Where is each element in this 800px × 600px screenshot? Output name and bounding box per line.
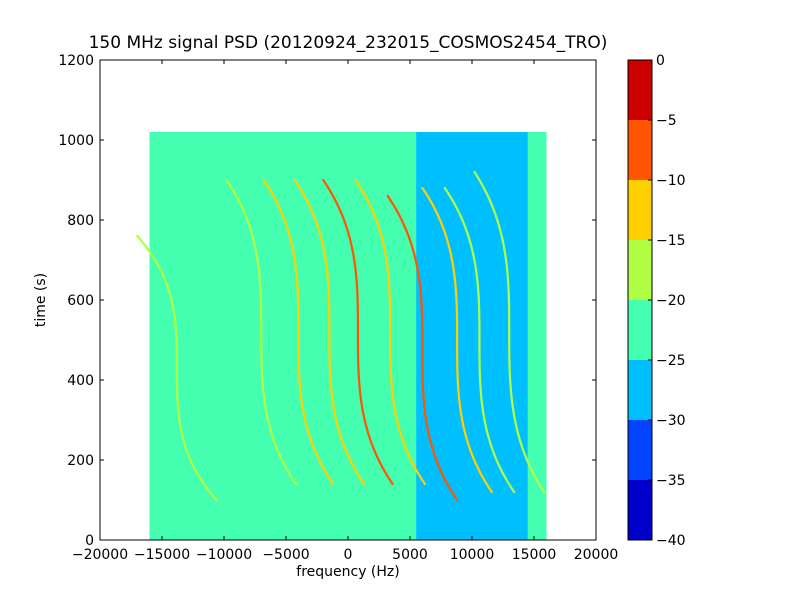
colorbar-band bbox=[628, 180, 652, 240]
doppler-trace bbox=[225, 178, 298, 486]
doppler-trace bbox=[386, 194, 459, 502]
colorbar-tick-label: −10 bbox=[656, 173, 686, 189]
doppler-trace bbox=[136, 234, 218, 502]
colorbar-band bbox=[628, 120, 652, 180]
x-tick-label: 5000 bbox=[392, 547, 428, 563]
colorbar-tick-label: −40 bbox=[656, 533, 686, 549]
doppler-trace bbox=[354, 178, 426, 486]
y-tick-label: 200 bbox=[67, 453, 94, 469]
x-tick-label: −10000 bbox=[196, 547, 252, 563]
y-axis: 0 200 400 600 800 1000 1200 bbox=[58, 53, 596, 549]
colorbar-band bbox=[628, 240, 652, 300]
colorbar-tick-label: −25 bbox=[656, 353, 686, 369]
psd-region bbox=[149, 132, 237, 540]
doppler-trace bbox=[443, 186, 516, 494]
colorbar-tick-label: −5 bbox=[656, 113, 677, 129]
colorbar: 0 −5 −10 −15 −20 −25 −30 −35 −40 bbox=[627, 53, 686, 549]
doppler-trace bbox=[473, 170, 546, 494]
colorbar-band bbox=[628, 360, 652, 420]
colorbar-band bbox=[628, 300, 652, 360]
colorbar-tick-label: −35 bbox=[656, 473, 686, 489]
x-tick-label: 20000 bbox=[574, 547, 619, 563]
psd-heatmap bbox=[136, 132, 547, 540]
y-tick-label: 0 bbox=[85, 533, 94, 549]
x-axis-label: frequency (Hz) bbox=[296, 564, 399, 580]
x-tick-label: 0 bbox=[344, 547, 353, 563]
colorbar-tick-label: −15 bbox=[656, 233, 686, 249]
doppler-trace bbox=[262, 178, 335, 486]
y-tick-label: 1000 bbox=[58, 133, 94, 149]
colorbar-tick-label: −30 bbox=[656, 413, 686, 429]
x-axis: −20000 −15000 −10000 −5000 0 5000 10000 15000 20… bbox=[72, 60, 618, 563]
x-tick-label: 10000 bbox=[450, 547, 495, 563]
colorbar-band bbox=[628, 60, 652, 120]
doppler-trace bbox=[421, 186, 493, 494]
y-tick-label: 1200 bbox=[58, 53, 94, 69]
x-tick-label: −5000 bbox=[262, 547, 309, 563]
y-axis-label: time (s) bbox=[33, 273, 49, 327]
colorbar-band bbox=[628, 420, 652, 480]
y-tick-label: 400 bbox=[67, 373, 94, 389]
doppler-trace bbox=[293, 178, 366, 486]
x-tick-label: −15000 bbox=[134, 547, 190, 563]
psd-region bbox=[416, 132, 528, 540]
colorbar-tick-label: −20 bbox=[656, 293, 686, 309]
psd-region bbox=[403, 132, 417, 540]
y-tick-label: 800 bbox=[67, 213, 94, 229]
colorbar-band bbox=[628, 480, 652, 540]
psd-region bbox=[527, 132, 547, 540]
x-tick-label: 15000 bbox=[512, 547, 557, 563]
colorbar-tick-label: 0 bbox=[656, 53, 665, 69]
y-tick-label: 600 bbox=[67, 293, 94, 309]
chart-title: 150 MHz signal PSD (20120924_232015_COSM… bbox=[89, 33, 608, 53]
x-tick-label: −20000 bbox=[72, 547, 128, 563]
doppler-trace bbox=[322, 178, 394, 486]
